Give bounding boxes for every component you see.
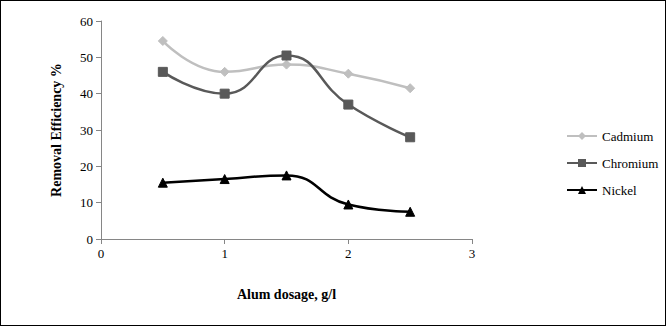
- svg-text:30: 30: [80, 123, 93, 138]
- svg-text:Nickel: Nickel: [602, 183, 637, 198]
- svg-text:1: 1: [221, 246, 228, 261]
- svg-text:40: 40: [80, 86, 93, 101]
- svg-text:0: 0: [87, 232, 94, 247]
- svg-text:0: 0: [98, 246, 105, 261]
- svg-text:50: 50: [80, 50, 93, 65]
- svg-text:20: 20: [80, 159, 93, 174]
- svg-text:2: 2: [345, 246, 352, 261]
- svg-text:Chromium: Chromium: [602, 156, 658, 171]
- svg-text:10: 10: [80, 195, 93, 210]
- svg-text:Removal Efficiency %: Removal Efficiency %: [49, 63, 64, 197]
- svg-text:Alum dosage, g/l: Alum dosage, g/l: [237, 287, 336, 302]
- svg-text:60: 60: [80, 14, 93, 29]
- svg-text:3: 3: [469, 246, 476, 261]
- svg-text:Cadmium: Cadmium: [602, 129, 653, 144]
